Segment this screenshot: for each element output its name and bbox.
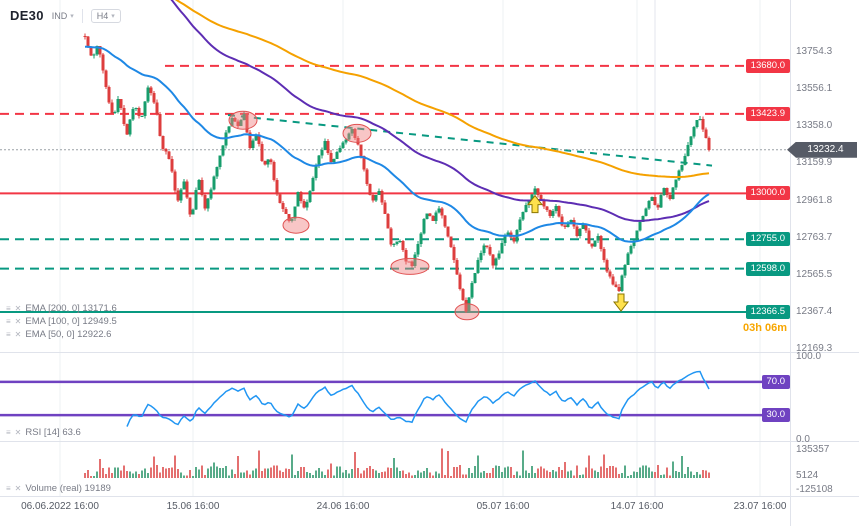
chevron-down-icon: ▾ xyxy=(111,12,115,20)
time-tick-label: 06.06.2022 16:00 xyxy=(21,501,99,512)
ema200-legend: ≡ ✕ EMA [200, 0] 13171.6 xyxy=(6,303,117,314)
time-tick-label: 15.06 16:00 xyxy=(166,501,220,512)
ema-200-line xyxy=(174,0,710,179)
time-tick-label: 14.07 16:00 xyxy=(610,501,664,512)
price-levels xyxy=(0,64,790,314)
time-tick-label: 23.07 16:00 xyxy=(733,501,787,512)
ema100-legend: ≡ ✕ EMA [100, 0] 12949.5 xyxy=(6,316,117,327)
ema50-legend-label: EMA [50, 0] 12922.6 xyxy=(25,329,112,340)
indicator-close-icon[interactable]: ✕ xyxy=(14,303,22,313)
timeframe-label: H4 xyxy=(96,10,109,21)
time-tick-label: 05.07 16:00 xyxy=(476,501,530,512)
ema50-legend: ≡ ✕ EMA [50, 0] 12922.6 xyxy=(6,329,111,340)
indicator-settings-icon[interactable]: ≡ xyxy=(6,316,11,326)
ema200-legend-label: EMA [200, 0] 13171.6 xyxy=(25,303,117,314)
chart-header: DE30 IND ▾ H4 ▾ xyxy=(10,8,121,23)
ellipse-marker xyxy=(342,123,372,143)
price-axis[interactable]: 13754.3 13556.1 13358.0 13159.9 12961.8 12763… xyxy=(791,0,859,497)
rsi-legend: ≡ ✕ RSI [14] 63.6 xyxy=(6,427,81,438)
ema-lines xyxy=(85,0,710,243)
axis-tick-label: 12367.4 xyxy=(796,305,833,317)
axis-tick-label: 13159.9 xyxy=(796,157,833,169)
axis-tick-label: 0.0 xyxy=(796,434,810,445)
axis-tick-label: 12565.5 xyxy=(796,268,833,280)
ellipse-marker xyxy=(454,303,480,321)
indicator-settings-icon[interactable]: ≡ xyxy=(6,483,11,493)
instrument-type-label: IND xyxy=(51,10,68,21)
annotation-markers xyxy=(228,110,630,321)
axis-tick-label: 12169.3 xyxy=(796,343,833,354)
time-tick-label: 24.06 16:00 xyxy=(316,501,370,512)
volume-legend-label: Volume (real) 19189 xyxy=(25,483,111,494)
axis-tick-label: 135357 xyxy=(796,444,830,455)
ema-50-line xyxy=(85,45,710,243)
candle-countdown: 03h 06m xyxy=(742,322,787,334)
ellipse-marker xyxy=(390,257,430,275)
ellipse-marker xyxy=(282,216,310,234)
axis-tick-label: 12763.7 xyxy=(796,231,833,243)
axis-tick-label: 12961.8 xyxy=(796,194,833,206)
axis-tick-label: 13754.3 xyxy=(796,46,833,57)
current-price-tag: 13232.4 xyxy=(787,141,857,158)
volume-legend: ≡ ✕ Volume (real) 19189 xyxy=(6,483,111,494)
down-arrow-marker xyxy=(612,293,630,312)
timeframe-dropdown[interactable]: H4 ▾ xyxy=(90,8,121,23)
indicator-settings-icon[interactable]: ≡ xyxy=(6,329,11,339)
up-arrow-marker xyxy=(526,194,544,214)
indicator-close-icon[interactable]: ✕ xyxy=(14,483,22,493)
candlesticks xyxy=(83,33,711,313)
ema-100-line xyxy=(170,0,710,222)
instrument-type-dropdown[interactable]: IND ▾ xyxy=(52,11,74,21)
axis-tick-label: -125108 xyxy=(796,484,833,495)
volume-bars xyxy=(84,448,710,478)
ellipse-marker xyxy=(228,110,258,130)
axis-tick-label: 5124 xyxy=(796,470,819,481)
rsi-legend-label: RSI [14] 63.6 xyxy=(25,427,81,438)
indicator-close-icon[interactable]: ✕ xyxy=(14,316,22,326)
time-axis[interactable]: 06.06.2022 16:00 15.06 16:00 24.06 16:00 05… xyxy=(0,497,859,526)
axis-tick-label: 13358.0 xyxy=(796,120,833,132)
indicator-close-icon[interactable]: ✕ xyxy=(14,427,22,437)
indicator-close-icon[interactable]: ✕ xyxy=(14,329,22,339)
rsi-panel xyxy=(0,370,790,427)
ema100-legend-label: EMA [100, 0] 12949.5 xyxy=(25,316,117,327)
indicator-settings-icon[interactable]: ≡ xyxy=(6,427,11,437)
symbol-name: DE30 xyxy=(10,8,44,23)
axis-tick-label: 13556.1 xyxy=(796,83,833,95)
indicator-settings-icon[interactable]: ≡ xyxy=(6,303,11,313)
chevron-down-icon: ▾ xyxy=(70,12,74,20)
header-divider xyxy=(81,8,83,23)
axis-tick-label: 100.0 xyxy=(796,351,822,362)
